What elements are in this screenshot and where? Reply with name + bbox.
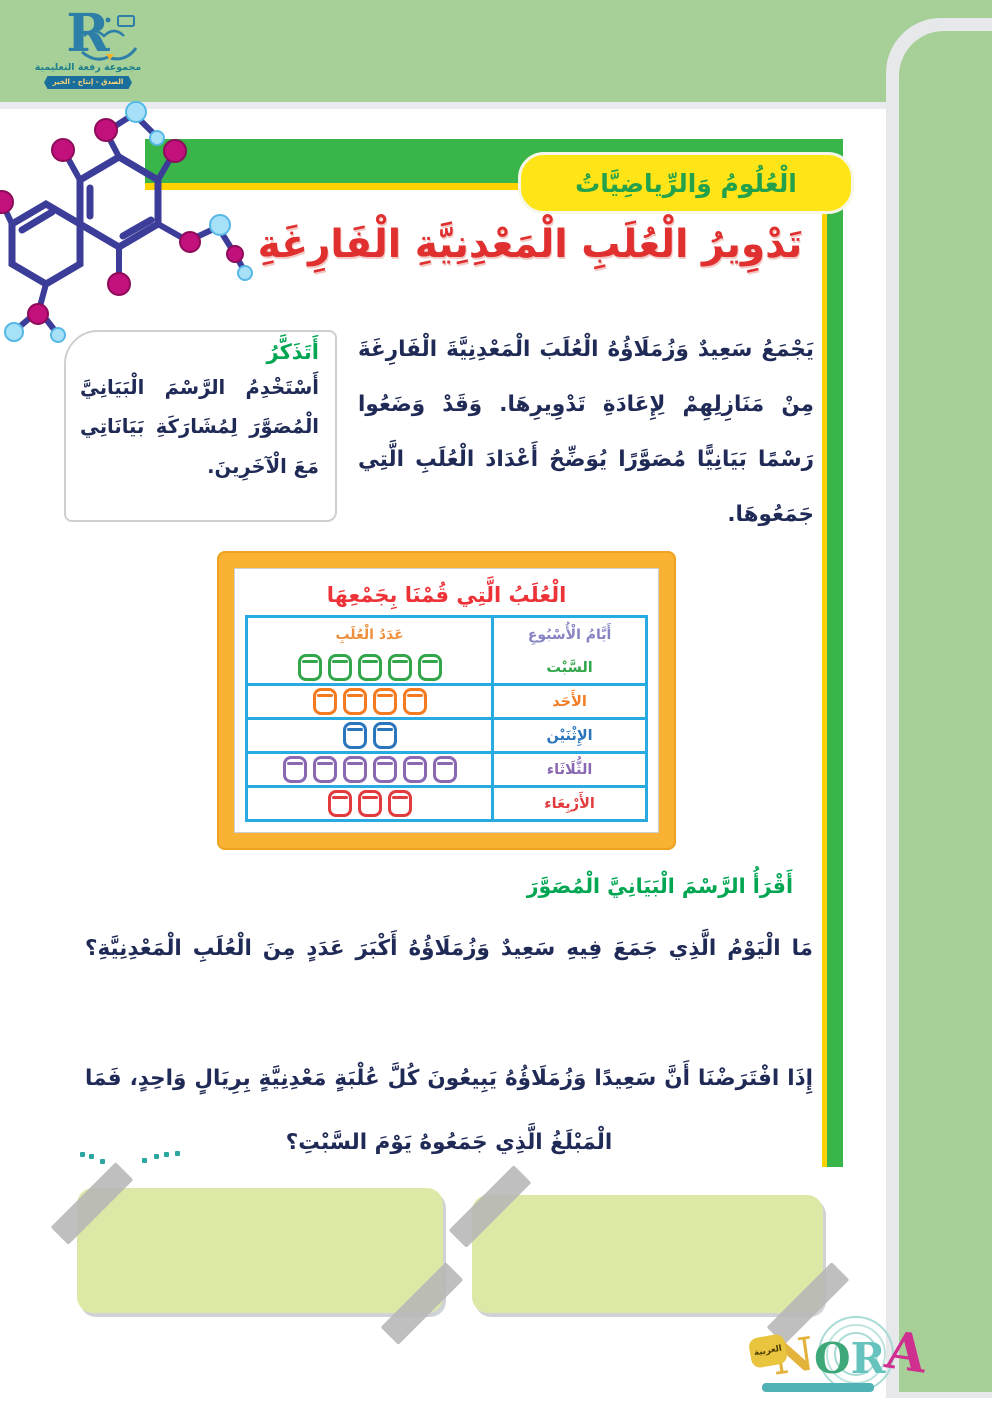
top-band-edge xyxy=(0,102,992,109)
subject-banner-yellow-line xyxy=(145,183,843,190)
can-icon xyxy=(432,756,457,783)
can-icon xyxy=(342,688,367,715)
publisher-letter: A xyxy=(881,1319,930,1386)
can-icon xyxy=(402,688,427,715)
right-margin-bar xyxy=(899,31,992,1392)
publisher-motto: الصدق - إنتاج - الخير xyxy=(44,76,132,89)
can-icon xyxy=(312,688,337,715)
cans-cell xyxy=(248,788,491,819)
cans-cell xyxy=(248,720,491,751)
intro-paragraph: يَجْمَعُ سَعِيدٌ وَزُمَلَاؤُهُ الْعُلَبَ… xyxy=(358,337,814,528)
day-label: الإِثْنَيْن xyxy=(491,720,645,751)
cans-cell xyxy=(248,754,491,785)
day-label: الأَحَد xyxy=(491,686,645,717)
can-icon xyxy=(282,756,307,783)
publisher-logo: R مجموعة رفعة التعليمية الصدق - إنتاج - … xyxy=(26,6,150,89)
pictograph-title: الْعُلَبُ الَّتِي قُمْنَا بِجَمْعِهَا xyxy=(326,583,567,607)
can-icon xyxy=(372,722,397,749)
can-icon xyxy=(327,654,352,681)
can-icon xyxy=(342,722,367,749)
remember-heading: أَتَذَكَّرُ xyxy=(266,340,320,364)
publisher-name: مجموعة رفعة التعليمية xyxy=(34,62,142,73)
answer-box-1[interactable] xyxy=(77,1188,443,1313)
pictograph-table: أَيَّامُ الْأُسْبُوعِ عَدَدُ الْعُلَبِ ا… xyxy=(245,615,648,822)
remember-body: أَسْتَخْدِمُ الرَّسْمَ الْبَيَانِيَّ الْ… xyxy=(80,376,319,478)
pictograph-frame: الْعُلَبُ الَّتِي قُمْنَا بِجَمْعِهَا أَ… xyxy=(217,551,676,850)
pictograph-panel: الْعُلَبُ الَّتِي قُمْنَا بِجَمْعِهَا أَ… xyxy=(234,568,659,833)
pictograph-row: الثُّلَاثَاء xyxy=(248,751,645,785)
pictograph-row: السَّبْت xyxy=(248,652,645,683)
publisher-letter: O xyxy=(814,1334,851,1383)
cans-cell xyxy=(248,686,491,717)
pictograph-header-row: أَيَّامُ الْأُسْبُوعِ عَدَدُ الْعُلَبِ xyxy=(248,618,645,652)
can-icon xyxy=(342,756,367,783)
molecule-decoration-icon xyxy=(0,101,253,343)
subject-badge: الْعُلُومُ وَالرِّياضِيَّاتُ xyxy=(518,152,854,214)
can-icon xyxy=(387,654,412,681)
can-icon xyxy=(312,756,337,783)
remember-box: أَتَذَكَّرُ أَسْتَخْدِمُ الرَّسْمَ الْبَ… xyxy=(64,330,337,522)
top-green-band xyxy=(0,0,992,102)
subject-badge-label: الْعُلُومُ وَالرِّياضِيَّاتُ xyxy=(575,168,797,198)
can-icon xyxy=(387,790,412,817)
question-2-line-1: إِذَا افْتَرَضْنَا أَنَّ سَعِيدًا وَزُمَ… xyxy=(85,1066,813,1091)
pictograph-row: الأَرْبِعَاء xyxy=(248,785,645,819)
day-label: الثُّلَاثَاء xyxy=(491,754,645,785)
can-icon xyxy=(357,654,382,681)
content-right-edge-strip xyxy=(822,190,843,1167)
pictograph-row: الإِثْنَيْن xyxy=(248,717,645,751)
pictograph-row: الأَحَد xyxy=(248,683,645,717)
can-icon xyxy=(402,756,427,783)
can-icon xyxy=(357,790,382,817)
col-days-header: أَيَّامُ الْأُسْبُوعِ xyxy=(491,618,645,652)
section-heading: أَقْرَأُ الرَّسْمَ الْبَيَانِيَّ الْمُصَ… xyxy=(526,874,793,898)
question-2-line-2: الْمَبْلَغُ الَّذِي جَمَعُوهُ يَوْمَ الس… xyxy=(285,1130,613,1155)
can-icon xyxy=(372,756,397,783)
publisher-band xyxy=(762,1383,874,1392)
can-icon xyxy=(372,688,397,715)
dots-decoration xyxy=(80,1150,190,1168)
right-margin-outline xyxy=(886,18,992,1398)
col-cans-header: عَدَدُ الْعُلَبِ xyxy=(335,627,404,643)
day-label: السَّبْت xyxy=(491,652,645,683)
can-icon xyxy=(297,654,322,681)
cans-cell xyxy=(248,652,491,683)
can-icon xyxy=(327,790,352,817)
day-label: الأَرْبِعَاء xyxy=(491,788,645,819)
question-1: مَا الْيَوْمُ الَّذِي جَمَعَ فِيهِ سَعِي… xyxy=(85,936,813,961)
publisher-letter: R xyxy=(850,1334,886,1383)
logo-doodle-icon xyxy=(81,15,138,61)
can-icon xyxy=(417,654,442,681)
lesson-title: تَدْوِيرُ الْعُلَبِ الْمَعْدِنِيَّةِ الْ… xyxy=(257,222,803,267)
answer-box-2[interactable] xyxy=(472,1195,823,1313)
